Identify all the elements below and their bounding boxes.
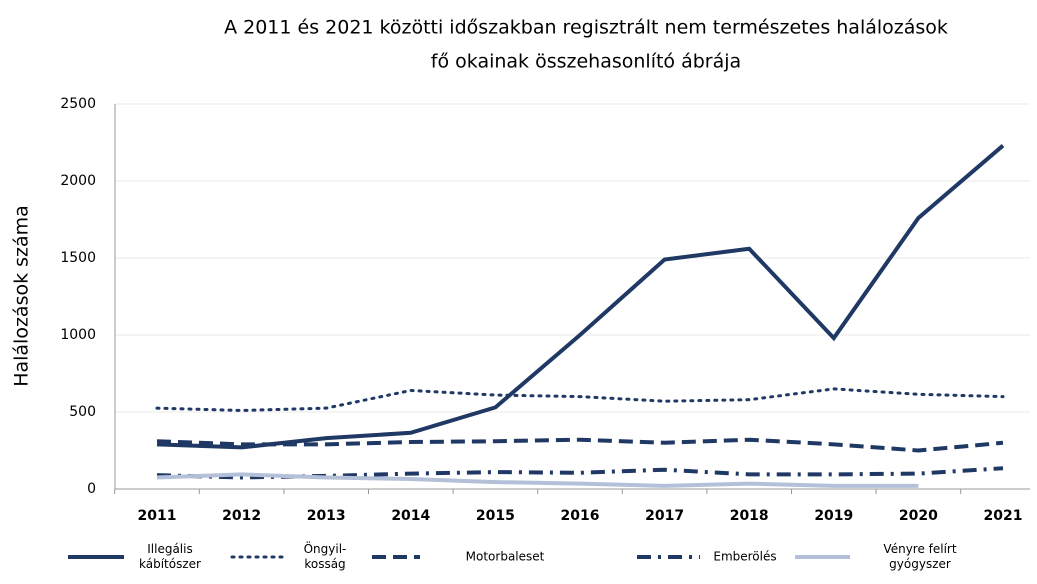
x-tick-label: 2017 (645, 508, 684, 524)
y-tick-label: 1000 (60, 327, 96, 343)
x-tick-label: 2016 (561, 508, 600, 524)
y-axis-label: Halálozások száma (11, 205, 33, 387)
series-line (156, 472, 919, 488)
y-tick-label: 0 (87, 481, 96, 497)
x-tick-label: 2015 (476, 508, 515, 524)
x-tick-label: 2014 (391, 508, 430, 524)
y-tick-label: 500 (69, 404, 96, 420)
series-line (156, 437, 1004, 453)
series-line (156, 466, 1004, 480)
series-line (156, 144, 1005, 450)
legend-label: Öngyil- kosság (303, 542, 347, 571)
chart-title: fő okainak összehasonlító ábrája (431, 51, 741, 73)
legend-label: Motorbaleset (465, 549, 545, 564)
legend-label: Illegális kábítószer (139, 542, 201, 571)
x-tick-label: 2018 (730, 508, 769, 524)
legend-label: Emberölés (713, 549, 777, 564)
y-tick-label: 1500 (60, 250, 96, 266)
chart-title: A 2011 és 2021 közötti időszakban regisz… (224, 17, 948, 39)
x-tick-label: 2013 (307, 508, 346, 524)
legend-label: Vényre felírt gyógyszer (883, 542, 957, 571)
x-tick-label: 2019 (814, 508, 853, 524)
x-tick-label: 2020 (899, 508, 938, 524)
series-line (155, 387, 1005, 412)
x-tick-label: 2011 (138, 508, 177, 524)
x-tick-label: 2012 (222, 508, 261, 524)
x-tick-label: 2021 (984, 508, 1023, 524)
y-tick-label: 2000 (60, 173, 96, 189)
y-tick-label: 2500 (60, 96, 96, 112)
